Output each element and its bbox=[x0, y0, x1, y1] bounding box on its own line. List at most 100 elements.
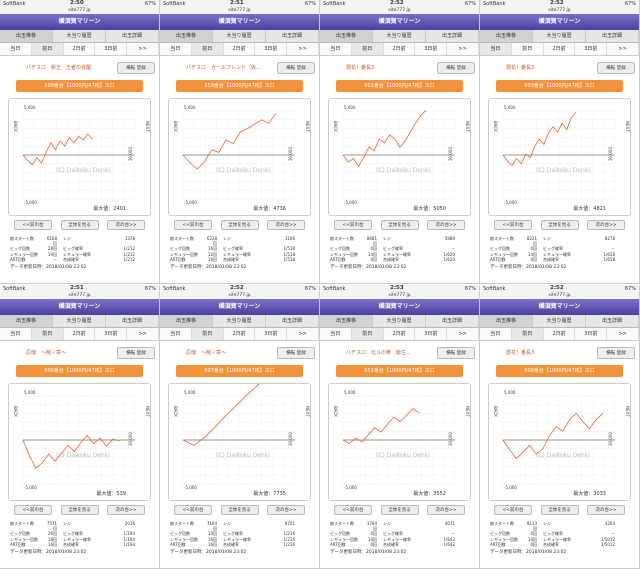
day-tab-1[interactable]: 当日 bbox=[320, 43, 352, 55]
prev-button[interactable]: <<前の台 bbox=[14, 505, 52, 515]
favorite-button[interactable]: 横転 登録 bbox=[277, 347, 315, 359]
tab-2[interactable]: 大当り履歴 bbox=[373, 30, 426, 42]
tab-2[interactable]: 大当り履歴 bbox=[533, 30, 586, 42]
tab-1[interactable]: 出玉推移 bbox=[0, 315, 53, 327]
next-button[interactable]: 次の台>> bbox=[107, 505, 145, 515]
next-button[interactable]: 次の台>> bbox=[107, 220, 145, 230]
day-tab-5[interactable]: >> bbox=[127, 328, 159, 340]
tab-2[interactable]: 大当り履歴 bbox=[53, 30, 106, 42]
day-tab-3[interactable]: 2日前 bbox=[384, 328, 416, 340]
next-button[interactable]: 次の台>> bbox=[427, 220, 465, 230]
next-button[interactable]: 次の台>> bbox=[427, 505, 465, 515]
all-button[interactable]: 全体を見る bbox=[381, 220, 419, 230]
day-tab-3[interactable]: 2日前 bbox=[544, 43, 576, 55]
day-tab-4[interactable]: 3日前 bbox=[255, 43, 287, 55]
day-tab-1[interactable]: 当日 bbox=[0, 43, 32, 55]
day-tab-3[interactable]: 2日前 bbox=[224, 328, 256, 340]
day-tab-3[interactable]: 2日前 bbox=[384, 43, 416, 55]
day-tab-3[interactable]: 2日前 bbox=[64, 328, 96, 340]
tab-1[interactable]: 出玉推移 bbox=[480, 30, 533, 42]
day-tab-5[interactable]: >> bbox=[447, 43, 479, 55]
url-bar[interactable]: site777.jp bbox=[160, 292, 319, 299]
day-tab-2[interactable]: 前日 bbox=[512, 43, 544, 55]
favorite-button[interactable]: 横転 登録 bbox=[117, 347, 155, 359]
day-tab-4[interactable]: 3日前 bbox=[95, 43, 127, 55]
all-button[interactable]: 全体を見る bbox=[61, 505, 99, 515]
prev-button[interactable]: <<前の台 bbox=[334, 220, 372, 230]
day-tab-4[interactable]: 3日前 bbox=[575, 43, 607, 55]
day-tab-3[interactable]: 2日前 bbox=[64, 43, 96, 55]
tab-1[interactable]: 出玉推移 bbox=[160, 315, 213, 327]
tab-3[interactable]: 出玉詳細 bbox=[266, 315, 319, 327]
tab-2[interactable]: 大当り履歴 bbox=[213, 315, 266, 327]
tab-2[interactable]: 大当り履歴 bbox=[533, 315, 586, 327]
prev-button[interactable]: <<前の台 bbox=[494, 220, 532, 230]
prev-button[interactable]: <<前の台 bbox=[174, 505, 212, 515]
url-bar[interactable]: site777.jp bbox=[160, 7, 319, 14]
favorite-button[interactable]: 横転 登録 bbox=[277, 62, 315, 74]
favorite-button[interactable]: 横転 登録 bbox=[437, 62, 475, 74]
day-tab-5[interactable]: >> bbox=[287, 328, 319, 340]
day-tab-1[interactable]: 当日 bbox=[480, 328, 512, 340]
day-tab-4[interactable]: 3日前 bbox=[575, 328, 607, 340]
favorite-button[interactable]: 横転 登録 bbox=[597, 347, 635, 359]
all-button[interactable]: 全体を見る bbox=[61, 220, 99, 230]
day-tab-2[interactable]: 前日 bbox=[192, 328, 224, 340]
day-tab-2[interactable]: 前日 bbox=[512, 328, 544, 340]
day-tab-4[interactable]: 3日前 bbox=[415, 43, 447, 55]
day-tab-4[interactable]: 3日前 bbox=[255, 328, 287, 340]
url-bar[interactable]: site777.jp bbox=[0, 7, 159, 14]
url-bar[interactable]: site777.jp bbox=[480, 7, 639, 14]
url-bar[interactable]: site777.jp bbox=[480, 292, 639, 299]
day-tab-2[interactable]: 前日 bbox=[352, 328, 384, 340]
tab-1[interactable]: 出玉推移 bbox=[0, 30, 53, 42]
all-button[interactable]: 全体を見る bbox=[541, 505, 579, 515]
day-tab-1[interactable]: 当日 bbox=[0, 328, 32, 340]
all-button[interactable]: 全体を見る bbox=[221, 505, 259, 515]
day-tab-1[interactable]: 当日 bbox=[160, 43, 192, 55]
day-tab-2[interactable]: 前日 bbox=[352, 43, 384, 55]
all-button[interactable]: 全体を見る bbox=[381, 505, 419, 515]
favorite-button[interactable]: 横転 登録 bbox=[437, 347, 475, 359]
day-tab-5[interactable]: >> bbox=[447, 328, 479, 340]
day-tab-2[interactable]: 前日 bbox=[32, 328, 64, 340]
prev-button[interactable]: <<前の台 bbox=[494, 505, 532, 515]
url-bar[interactable]: site777.jp bbox=[0, 292, 159, 299]
day-tab-3[interactable]: 2日前 bbox=[544, 328, 576, 340]
tab-2[interactable]: 大当り履歴 bbox=[53, 315, 106, 327]
tab-3[interactable]: 出玉詳細 bbox=[106, 315, 159, 327]
tab-1[interactable]: 出玉推移 bbox=[320, 30, 373, 42]
day-tab-4[interactable]: 3日前 bbox=[95, 328, 127, 340]
day-tab-5[interactable]: >> bbox=[127, 43, 159, 55]
tab-3[interactable]: 出玉詳細 bbox=[426, 315, 479, 327]
tab-1[interactable]: 出玉推移 bbox=[480, 315, 533, 327]
day-tab-2[interactable]: 前日 bbox=[192, 43, 224, 55]
tab-3[interactable]: 出玉詳細 bbox=[426, 30, 479, 42]
prev-button[interactable]: <<前の台 bbox=[14, 220, 52, 230]
day-tab-4[interactable]: 3日前 bbox=[415, 328, 447, 340]
prev-button[interactable]: <<前の台 bbox=[334, 505, 372, 515]
next-button[interactable]: 次の台>> bbox=[587, 220, 625, 230]
next-button[interactable]: 次の台>> bbox=[267, 220, 305, 230]
url-bar[interactable]: site777.jp bbox=[320, 292, 479, 299]
day-tab-3[interactable]: 2日前 bbox=[224, 43, 256, 55]
day-tab-1[interactable]: 当日 bbox=[160, 328, 192, 340]
tab-1[interactable]: 出玉推移 bbox=[320, 315, 373, 327]
day-tab-1[interactable]: 当日 bbox=[480, 43, 512, 55]
favorite-button[interactable]: 横転 登録 bbox=[117, 62, 155, 74]
tab-3[interactable]: 出玉詳細 bbox=[586, 315, 639, 327]
next-button[interactable]: 次の台>> bbox=[267, 505, 305, 515]
day-tab-1[interactable]: 当日 bbox=[320, 328, 352, 340]
tab-2[interactable]: 大当り履歴 bbox=[373, 315, 426, 327]
day-tab-2[interactable]: 前日 bbox=[32, 43, 64, 55]
tab-1[interactable]: 出玉推移 bbox=[160, 30, 213, 42]
next-button[interactable]: 次の台>> bbox=[587, 505, 625, 515]
prev-button[interactable]: <<前の台 bbox=[174, 220, 212, 230]
day-tab-5[interactable]: >> bbox=[607, 43, 639, 55]
day-tab-5[interactable]: >> bbox=[287, 43, 319, 55]
tab-3[interactable]: 出玉詳細 bbox=[586, 30, 639, 42]
tab-3[interactable]: 出玉詳細 bbox=[106, 30, 159, 42]
all-button[interactable]: 全体を見る bbox=[221, 220, 259, 230]
favorite-button[interactable]: 横転 登録 bbox=[597, 62, 635, 74]
url-bar[interactable]: site777.jp bbox=[320, 7, 479, 14]
